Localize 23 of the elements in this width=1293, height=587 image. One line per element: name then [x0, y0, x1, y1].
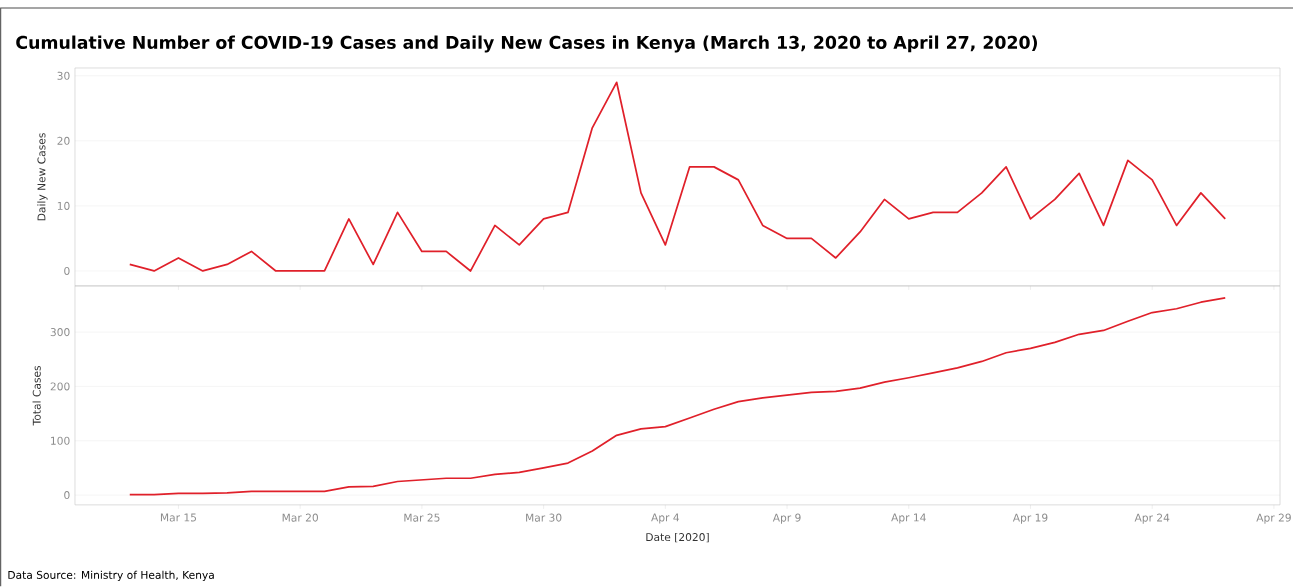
- x-tick-label: Apr 19: [1012, 513, 1048, 524]
- x-tick-label: Mar 30: [526, 513, 562, 522]
- x-tick-label: Mar 20: [282, 513, 318, 522]
- x-tick-label: Mar 25: [404, 513, 440, 522]
- y-axis-title: Daily New Cases: [37, 133, 48, 221]
- chart-title: Cumulative Number of COVID-19 Cases and Daily New Cases in Kenya (March 13, 2020 to April 27, 2020): [16, 35, 1038, 53]
- x-tick-label: Apr 29: [1256, 513, 1291, 524]
- source-note: Data Source: Ministry of Health, Kenya: [8, 570, 214, 582]
- y-tick-label: 0: [64, 491, 70, 500]
- y-axis-title: Total Cases: [32, 366, 41, 426]
- x-tick-label: Apr 14: [891, 513, 926, 524]
- y-tick-label: 30: [57, 71, 70, 81]
- y-tick-label: 10: [57, 202, 70, 211]
- x-tick-label: Apr 4: [651, 513, 680, 524]
- x-tick-label: Apr 9: [772, 513, 801, 524]
- y-tick-label: 100: [51, 436, 70, 446]
- y-tick-label: 20: [57, 137, 70, 146]
- x-tick-label: Apr 24: [1134, 513, 1170, 524]
- y-tick-label: 300: [50, 328, 70, 337]
- y-tick-label: 200: [50, 382, 70, 391]
- y-tick-label: 0: [64, 267, 70, 276]
- x-axis-title: Date [2020]: [646, 533, 709, 543]
- x-tick-label: Mar 15: [160, 513, 197, 522]
